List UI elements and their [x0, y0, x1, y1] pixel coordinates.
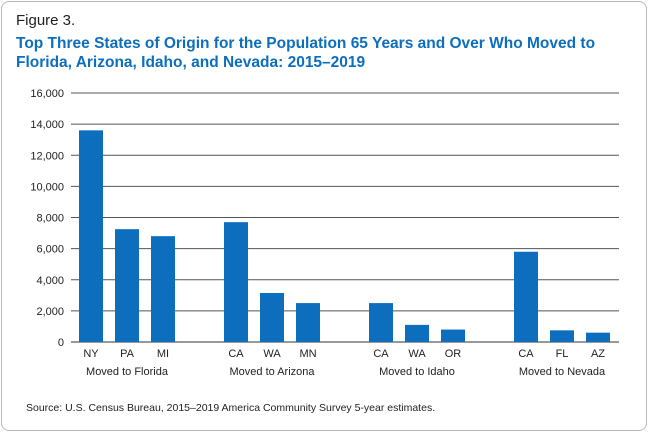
- bar: [151, 236, 175, 342]
- x-tick-label: WA: [408, 348, 426, 360]
- x-tick-label: CA: [518, 348, 534, 360]
- bar: [79, 130, 103, 342]
- group-label: Moved to Florida: [86, 366, 169, 378]
- y-tick-label: 4,000: [36, 275, 64, 287]
- group-label: Moved to Arizona: [230, 366, 316, 378]
- bar: [115, 229, 139, 342]
- bar: [296, 303, 320, 342]
- y-tick-label: 14,000: [30, 119, 64, 131]
- y-tick-label: 10,000: [30, 181, 64, 193]
- figure-label: Figure 3.: [16, 12, 76, 29]
- x-tick-label: WA: [263, 348, 281, 360]
- bar: [369, 303, 393, 342]
- bar: [260, 292, 284, 342]
- bar: [405, 324, 429, 342]
- bar: [224, 222, 248, 342]
- x-tick-label: FL: [556, 348, 569, 360]
- group-label: Moved to Idaho: [379, 366, 455, 378]
- x-tick-label: CA: [373, 348, 389, 360]
- bar: [514, 251, 538, 342]
- source-note: Source: U.S. Census Bureau, 2015–2019 Am…: [26, 402, 436, 414]
- y-tick-label: 16,000: [30, 88, 64, 100]
- x-tick-label: MN: [299, 348, 316, 360]
- y-tick-label: 12,000: [30, 150, 64, 162]
- y-tick-label: 2,000: [36, 306, 64, 318]
- group-label: Moved to Nevada: [519, 366, 606, 378]
- bar: [586, 332, 610, 342]
- x-tick-label: NY: [83, 348, 99, 360]
- bar: [441, 329, 465, 342]
- x-tick-label: MI: [157, 348, 169, 360]
- x-tick-label: AZ: [591, 348, 605, 360]
- x-tick-label: PA: [120, 348, 135, 360]
- x-tick-label: OR: [445, 348, 462, 360]
- y-tick-label: 8,000: [36, 213, 64, 225]
- y-tick-label: 0: [58, 337, 64, 349]
- chart-title: Top Three States of Origin for the Popul…: [16, 35, 596, 71]
- y-tick-label: 6,000: [36, 244, 64, 256]
- bar: [550, 330, 574, 342]
- x-tick-label: CA: [228, 348, 244, 360]
